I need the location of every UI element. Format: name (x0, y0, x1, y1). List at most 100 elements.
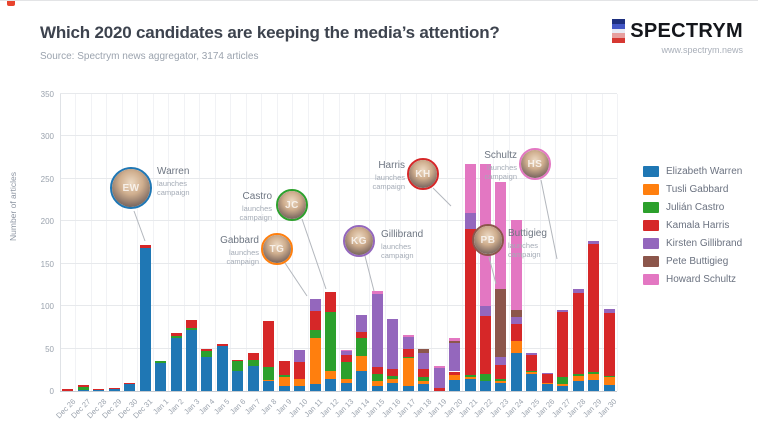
bar-segment (77, 386, 89, 391)
window-favicon-fragment-icon (7, 1, 15, 6)
bar-segment (526, 374, 538, 391)
gridline-vertical (152, 94, 154, 391)
bar-segment (155, 361, 167, 363)
bar-segment (340, 355, 352, 363)
bar-segment (495, 380, 507, 383)
annotation-text-harris: Harris launches campaign (353, 160, 405, 191)
gridline-horizontal (60, 305, 617, 307)
annotation-text-castro: Castro launches campaign (220, 191, 272, 222)
bar-segment (263, 379, 275, 381)
bar-segment (309, 329, 321, 338)
bar-segment (232, 370, 244, 391)
bar-segment (603, 385, 615, 391)
bar-segment (371, 290, 383, 295)
candidate-initials: KG (351, 235, 367, 247)
bar-segment (371, 380, 383, 386)
page-title: Which 2020 candidates are keeping the me… (40, 23, 500, 42)
bar-segment (557, 384, 569, 386)
bar-segment (232, 360, 244, 362)
gridline-horizontal (60, 262, 617, 264)
bar-segment (340, 350, 352, 352)
y-tick-label: 200 (40, 217, 54, 227)
bar-segment (557, 310, 569, 313)
candidate-photo: EW (112, 169, 150, 207)
bar-segment (186, 329, 197, 391)
bar-segment (170, 333, 182, 336)
legend-swatch (643, 256, 659, 267)
candidate-initials: JC (285, 199, 299, 211)
legend-swatch (643, 220, 659, 231)
bar-segment (464, 212, 476, 229)
y-tick-label: 0 (49, 387, 54, 396)
bar-segment (572, 289, 584, 293)
annotation-text-warren: Warren launches campaign (157, 166, 209, 197)
annotation-label: launches campaign (226, 248, 259, 267)
bar-segment (62, 389, 74, 391)
bar-segment (449, 379, 461, 391)
bar-segment (572, 292, 584, 375)
annotation-text-buttigieg: Buttigieg launches campaign (508, 228, 560, 259)
gridline-vertical (183, 94, 185, 391)
legend-label: Tusli Gabbard (666, 184, 729, 195)
bar-segment (186, 319, 197, 329)
x-tick-label: Jan 2 (166, 397, 186, 417)
legend-item: Kamala Harris (643, 220, 742, 231)
annotation-avatar-gabbard: TG (261, 233, 293, 265)
bar-segment (108, 387, 120, 390)
annotation-text-gillibrand: Gillibrand launches campaign (381, 229, 433, 260)
bar-segment (510, 352, 522, 391)
gridline-vertical (601, 94, 603, 391)
legend-label: Elizabeth Warren (666, 166, 743, 177)
bar-segment (418, 384, 430, 391)
bar-segment (263, 380, 275, 391)
gridline-vertical (230, 94, 232, 391)
bar-segment (155, 363, 167, 391)
bar-segment (387, 368, 399, 376)
y-tick-label: 50 (45, 344, 54, 354)
annotation-name: Warren (157, 166, 190, 177)
candidate-photo: TG (263, 235, 291, 263)
bar-segment (418, 352, 430, 369)
bar-segment (510, 323, 522, 341)
x-axis-line (60, 391, 617, 392)
candidate-photo: KG (345, 227, 373, 255)
bar-segment (603, 308, 615, 313)
brand-name: SPECTRYM (630, 19, 743, 42)
gridline-vertical (586, 94, 588, 391)
bar-segment (464, 376, 476, 380)
candidate-initials: HS (527, 158, 543, 170)
x-tick-label: Jan 8 (258, 397, 279, 417)
gridline-vertical (508, 94, 510, 391)
bar-segment (510, 340, 522, 353)
candidate-initials: PB (480, 234, 496, 246)
legend-label: Kamala Harris (666, 220, 730, 231)
bar-segment (495, 289, 507, 358)
y-tick-label: 250 (40, 174, 54, 184)
annotation-name: Gillibrand (381, 229, 424, 240)
bar-segment (572, 374, 584, 376)
gridline-vertical (90, 94, 92, 391)
plot-area (60, 93, 618, 391)
bar-segment (325, 312, 337, 371)
brand-url: www.spectrym.news (661, 45, 743, 55)
bar-segment (464, 374, 476, 377)
bar-segment (278, 361, 290, 375)
bar-segment (93, 390, 105, 391)
bar-segment (464, 228, 476, 375)
bar-segment (418, 368, 430, 377)
bar-segment (433, 366, 445, 369)
bar-segment (294, 385, 306, 391)
legend-swatch (643, 202, 659, 213)
bar-segment (510, 309, 522, 318)
gridline-vertical (199, 94, 201, 391)
candidate-photo: JC (278, 191, 306, 219)
source-note: Source: Spectrym news aggregator, 3174 a… (40, 51, 259, 62)
bar-segment (325, 291, 337, 313)
bar-segment (247, 359, 259, 367)
bar-segment (402, 335, 414, 337)
annotation-avatar-harris: KH (407, 158, 439, 190)
bar-segment (603, 377, 615, 386)
bar-segment (186, 328, 197, 330)
bar-segment (557, 312, 569, 378)
bar-segment (402, 348, 414, 358)
